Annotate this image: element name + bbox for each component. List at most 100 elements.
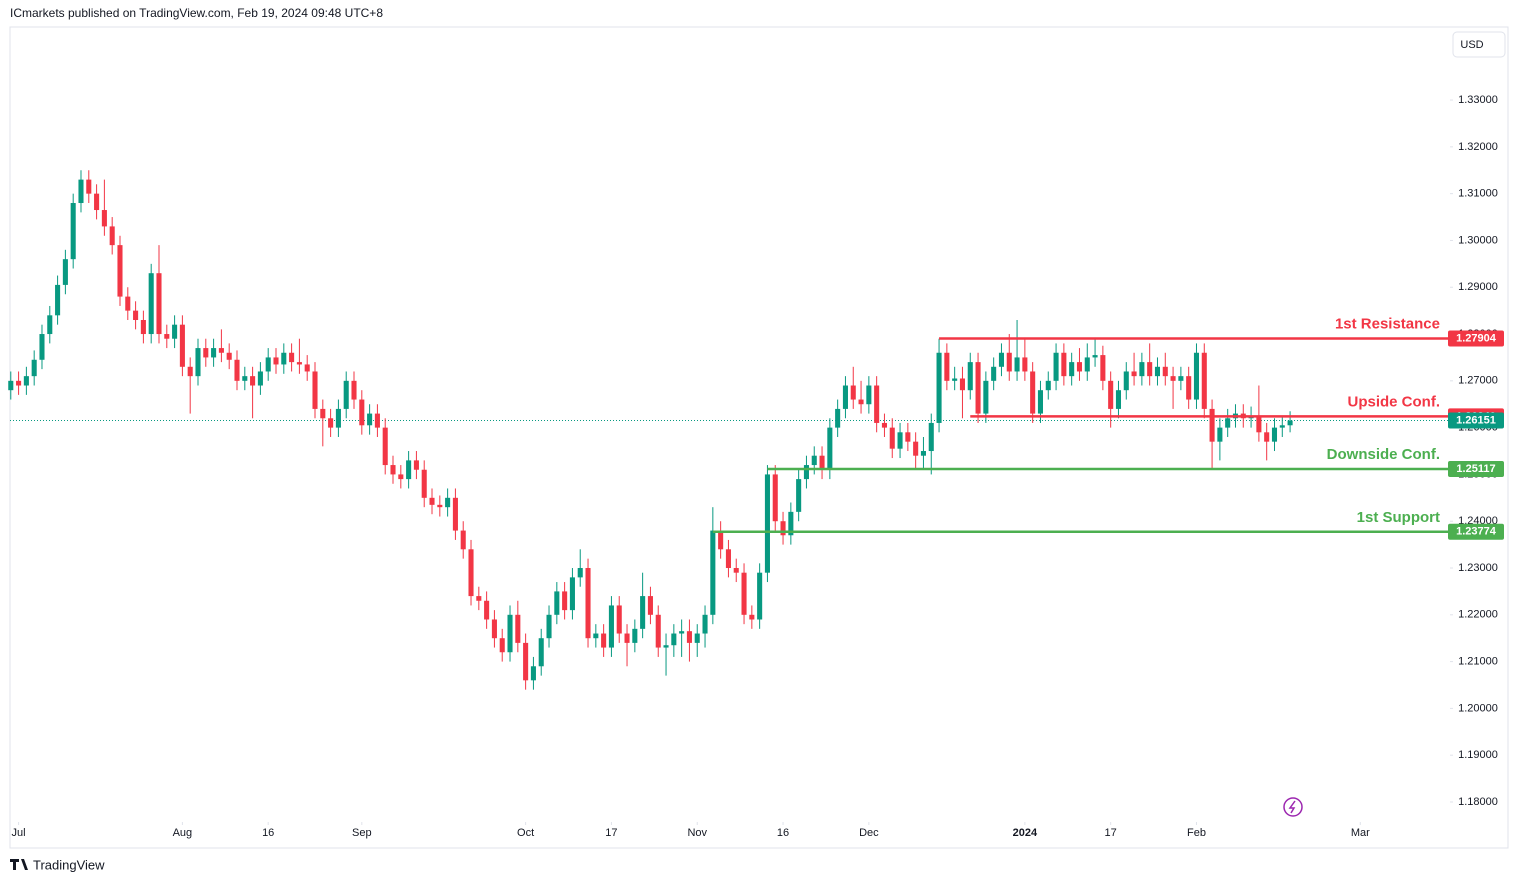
x-tick-label: Sep [352,827,372,839]
candle-body [1178,376,1184,381]
candle-body [234,359,240,381]
candle-body [343,380,349,409]
candle-body [140,319,146,335]
candle-body [172,324,178,339]
candle-body [764,474,770,573]
level-tag-box [1448,460,1504,477]
candle-body [624,633,630,643]
candle-body [983,380,989,414]
chart-frame [9,26,1509,849]
candle-body [749,614,755,620]
candle-body [1271,427,1278,442]
candle-body [445,497,451,508]
candle-body [55,284,61,316]
candle-body [70,203,76,260]
candle-body [1115,390,1122,409]
candle-body [569,577,575,611]
candle-body [421,469,427,498]
x-tick-label: 2024 [1013,827,1038,839]
candle-body [897,432,903,449]
candle-body [663,645,669,648]
y-tick-label: 1.31000 [1458,188,1498,200]
candle-body [211,348,217,358]
candle-body [359,399,365,426]
candle-body [959,378,965,391]
candle-body [686,631,692,643]
candle-body [538,638,544,667]
candle-body [133,310,139,320]
candle-body [694,633,700,643]
level-tag: 1.23774 [1456,526,1497,538]
candle-body [718,530,724,550]
x-tick-label: Mar [1351,827,1370,839]
y-tick-label: 1.29000 [1458,281,1498,293]
y-tick-label: 1.21000 [1458,656,1498,668]
candle-body [577,568,583,578]
candle-body [39,334,45,360]
candle-body [616,605,622,634]
candle-body [8,380,14,391]
candle-body [1131,371,1137,377]
candle-body [850,385,856,400]
candle-body [546,614,552,639]
candle-body [1186,376,1192,400]
x-tick-label: 17 [605,827,617,839]
y-tick-label: 1.32000 [1458,141,1498,153]
candle-body [780,521,786,536]
candle-body [374,413,380,428]
candle-body [1193,352,1200,400]
x-tick-label: Dec [859,827,879,839]
candle-body [1092,355,1098,358]
y-tick-label: 1.18000 [1458,796,1498,808]
candle-body [452,497,458,531]
level-tag-box [1448,330,1504,347]
x-tick-label: Nov [687,827,707,839]
candle-body [647,596,653,615]
alert-icon[interactable] [1283,797,1303,817]
x-tick-label: 17 [1105,827,1117,839]
footer-brand: TradingView [33,857,105,872]
candle-body [874,385,880,423]
currency-button[interactable]: USD [1460,39,1483,51]
candle-body [991,366,997,381]
candle-body [156,273,162,335]
candle-body [101,210,107,227]
candle-body [679,631,685,634]
x-tick-label: Oct [517,827,534,839]
candle-body [632,628,638,643]
candle-body [86,179,92,194]
candle-body [179,324,185,367]
candle-body [1076,362,1083,372]
candle-body [499,638,505,653]
candle-body [1123,371,1129,391]
candle-body [913,441,919,456]
candle-body [889,427,895,449]
candle-body [1053,352,1059,381]
x-tick-label: 16 [777,827,789,839]
candle-body [819,455,825,470]
candle-body [710,530,716,615]
candle-body [1264,432,1270,442]
currency-button-box[interactable] [1452,31,1506,58]
x-tick-label: Aug [173,827,193,839]
candle-body [1069,362,1075,377]
candle-body [671,633,677,646]
candle-body [905,432,911,442]
candle-body [952,378,958,381]
candle-body [1279,425,1285,428]
candle-body [62,259,68,285]
x-tick-label: 16 [262,827,274,839]
candle-body [507,614,513,653]
candle-body [78,179,84,204]
level-name: Downside Conf. [1327,446,1440,463]
candle-body [226,352,232,360]
candle-body [1287,420,1293,426]
y-tick-label: 1.20000 [1458,702,1498,714]
candle-body [967,362,973,391]
candle-body [491,619,497,639]
candle-body [741,572,747,615]
candle-body [530,666,536,681]
candle-body [975,362,981,414]
y-tick-label: 1.19000 [1458,749,1498,761]
